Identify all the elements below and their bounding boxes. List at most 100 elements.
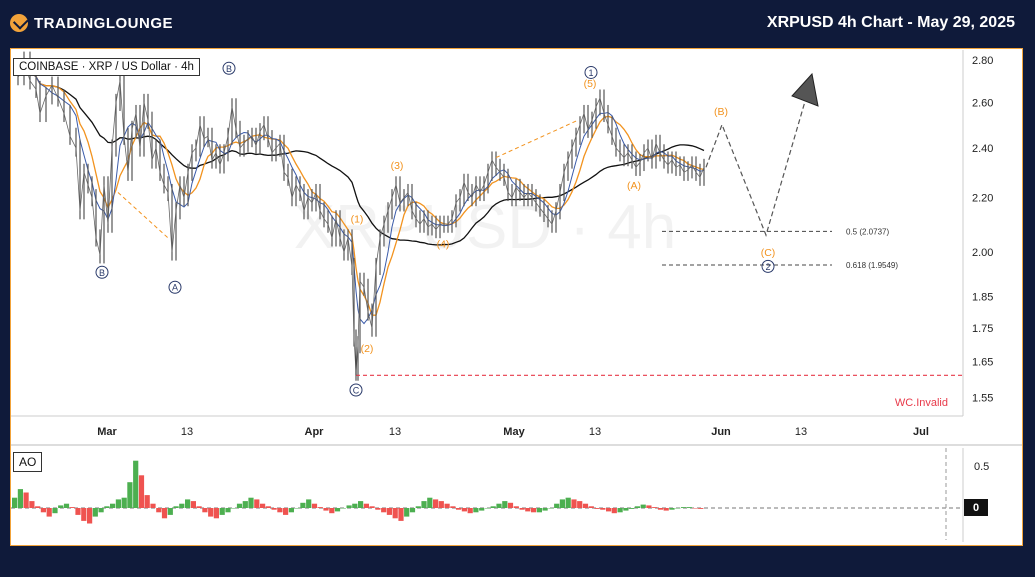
wave-label-circle: [349, 383, 363, 397]
ao-bar: [196, 506, 202, 508]
ao-bar: [629, 508, 635, 509]
ao-bar: [300, 502, 306, 508]
ao-bar: [548, 508, 554, 509]
ao-bar: [525, 508, 531, 512]
ao-bar: [277, 508, 283, 513]
y-tick-label: 1.75: [972, 323, 993, 335]
ao-bar: [231, 508, 237, 509]
ao-bar: [150, 503, 156, 508]
ao-bar: [392, 508, 398, 519]
wave-label: (4): [437, 238, 450, 250]
ao-bar: [663, 508, 669, 511]
ao-bar: [225, 508, 231, 513]
wave-label: (C): [761, 247, 776, 259]
ao-bar: [675, 508, 681, 509]
forecast-arrow-icon: [791, 72, 819, 107]
wave-label-circle: [168, 280, 182, 294]
ao-bar: [554, 503, 560, 508]
ao-bar: [652, 507, 658, 508]
ao-bar: [588, 506, 594, 508]
ao-indicator-label: AO: [13, 452, 43, 472]
wave-label-circle: [761, 259, 775, 273]
ao-bar: [640, 504, 646, 508]
wave-label: (2): [361, 343, 374, 355]
wave-label: C: [353, 385, 360, 395]
ao-bar: [427, 497, 433, 508]
ao-bar: [35, 506, 41, 508]
wave-label-circle: [584, 65, 598, 79]
wave-label: 2: [765, 262, 770, 272]
ao-bar: [317, 507, 323, 508]
ao-bar: [358, 501, 364, 508]
ao-bar: [219, 508, 225, 515]
ao-bar: [248, 497, 254, 508]
x-tick-label: Mar: [97, 426, 117, 438]
ao-bar: [254, 499, 260, 508]
ao-bar: [121, 497, 127, 508]
ao-bar: [536, 508, 542, 513]
ao-bar: [496, 503, 502, 508]
ao-bar: [398, 508, 404, 521]
ao-bar: [467, 508, 473, 514]
ao-bar: [29, 501, 35, 508]
ao-bar: [617, 508, 623, 513]
ao-bar: [144, 495, 150, 508]
ao-bar: [381, 508, 387, 513]
ao-bar: [669, 508, 675, 510]
ao-bar: [288, 508, 294, 513]
ao-bar: [63, 503, 70, 508]
ao-bar: [461, 508, 467, 512]
ao-bar: [346, 505, 352, 508]
ao-bar: [173, 506, 179, 508]
ao-bar: [433, 499, 439, 508]
ao-bar: [369, 506, 375, 508]
ao-bar: [92, 508, 98, 517]
ao-bar: [444, 503, 450, 508]
ao-bar: [334, 508, 341, 512]
x-tick-label: Apr: [305, 426, 325, 438]
logo-icon: [10, 14, 28, 32]
ao-bar: [283, 508, 289, 515]
ao-bar: [438, 501, 444, 508]
ao-bar: [404, 508, 410, 517]
wave-label: (B): [714, 106, 728, 118]
y-tick-label: 2.00: [972, 247, 993, 259]
y-tick-label: 1.85: [972, 291, 993, 303]
ao-tick-label: 0: [973, 502, 979, 514]
ao-bar: [110, 503, 116, 508]
ao-bar: [46, 508, 52, 517]
x-tick-label: Jun: [711, 426, 731, 438]
ma-long-line: [17, 67, 705, 246]
ao-bar: [606, 508, 612, 512]
wave-label-circle: [222, 61, 236, 75]
y-tick-label: 2.20: [972, 193, 993, 205]
ao-bar: [375, 508, 381, 510]
ao-bar: [236, 503, 243, 508]
ao-bar: [577, 501, 583, 508]
x-tick-label: May: [503, 426, 525, 438]
symbol-label: COINBASE · XRP / US Dollar · 4h: [13, 58, 200, 76]
ao-bar: [565, 497, 571, 508]
ao-bar: [69, 507, 75, 508]
ao-bar: [58, 505, 64, 508]
ao-bar: [87, 508, 93, 524]
ao-bar: [138, 475, 145, 508]
ao-bar: [265, 506, 271, 508]
ao-bar: [17, 489, 23, 508]
ao-bar: [161, 508, 168, 519]
ao-bar: [156, 508, 162, 513]
ao-bar: [104, 506, 110, 508]
ao-bar: [260, 503, 266, 508]
ao-bar: [600, 508, 606, 510]
ao-tick-label: 0.5: [974, 461, 989, 473]
wave-label: B: [99, 268, 105, 278]
invalidation-label: WC.Invalid: [895, 397, 948, 409]
ma-mid-line: [17, 67, 705, 316]
ao-bar: [542, 508, 548, 511]
ao-bar: [559, 499, 565, 508]
ao-bar: [571, 499, 577, 508]
ao-bar: [507, 502, 514, 508]
x-tick-label: 13: [589, 426, 601, 438]
ao-bar: [294, 508, 300, 509]
ao-bar: [352, 503, 358, 508]
